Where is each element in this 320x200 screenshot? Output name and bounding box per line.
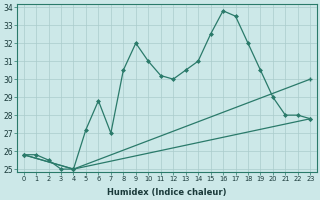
X-axis label: Humidex (Indice chaleur): Humidex (Indice chaleur): [107, 188, 227, 197]
